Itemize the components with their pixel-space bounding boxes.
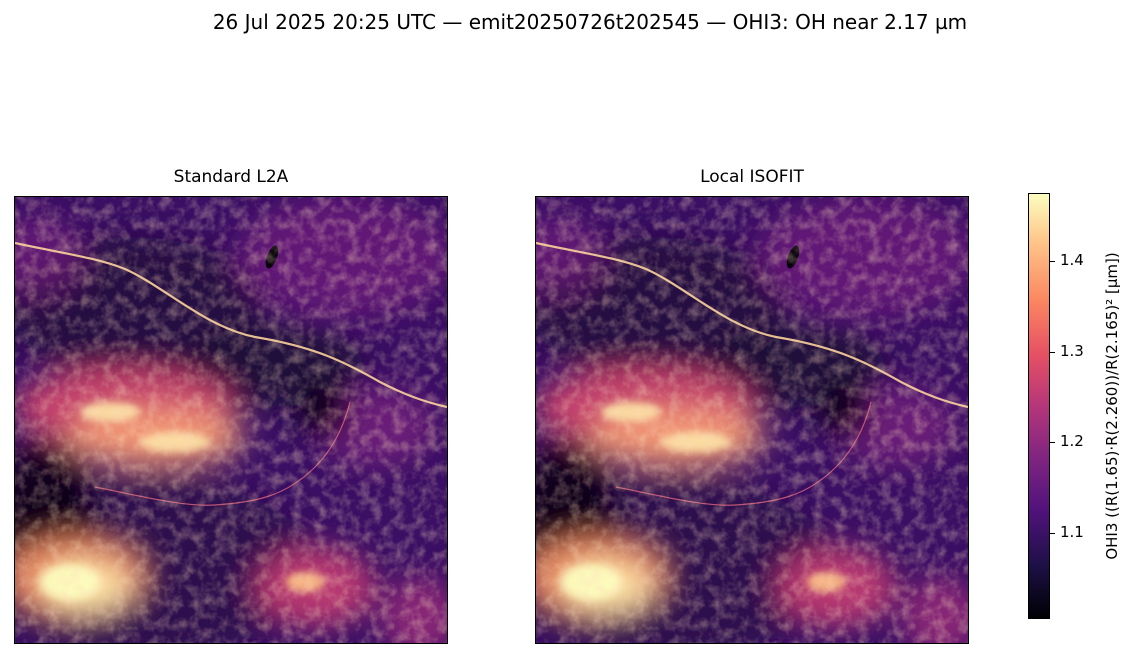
- colorbar-tick: [1050, 351, 1055, 353]
- colorbar-tick-label: 1.4: [1060, 250, 1084, 269]
- colorbar-tick-label: 1.2: [1060, 432, 1084, 451]
- heatmap-image: [536, 197, 968, 643]
- colorbar-label: OHI3 ((R(1.65)·R(2.260))/R(2.165)² [µm]): [1103, 252, 1121, 560]
- figure-title: 26 Jul 2025 20:25 UTC — emit20250726t202…: [212, 10, 968, 34]
- panel-title-standard-l2a: Standard L2A: [173, 167, 289, 187]
- colorbar-tick: [1050, 260, 1055, 262]
- colorbar-tick-label: 1.3: [1060, 341, 1084, 360]
- heatmap-standard-l2a: [14, 196, 448, 644]
- colorbar-tick: [1050, 532, 1055, 534]
- heatmap-local-isofit: [535, 196, 969, 644]
- colorbar-tick-label: 1.1: [1060, 522, 1084, 541]
- panel-title-local-isofit: Local ISOFIT: [700, 167, 804, 187]
- colorbar-tick: [1050, 442, 1055, 444]
- colorbar: [1028, 193, 1050, 619]
- heatmap-image: [15, 197, 447, 643]
